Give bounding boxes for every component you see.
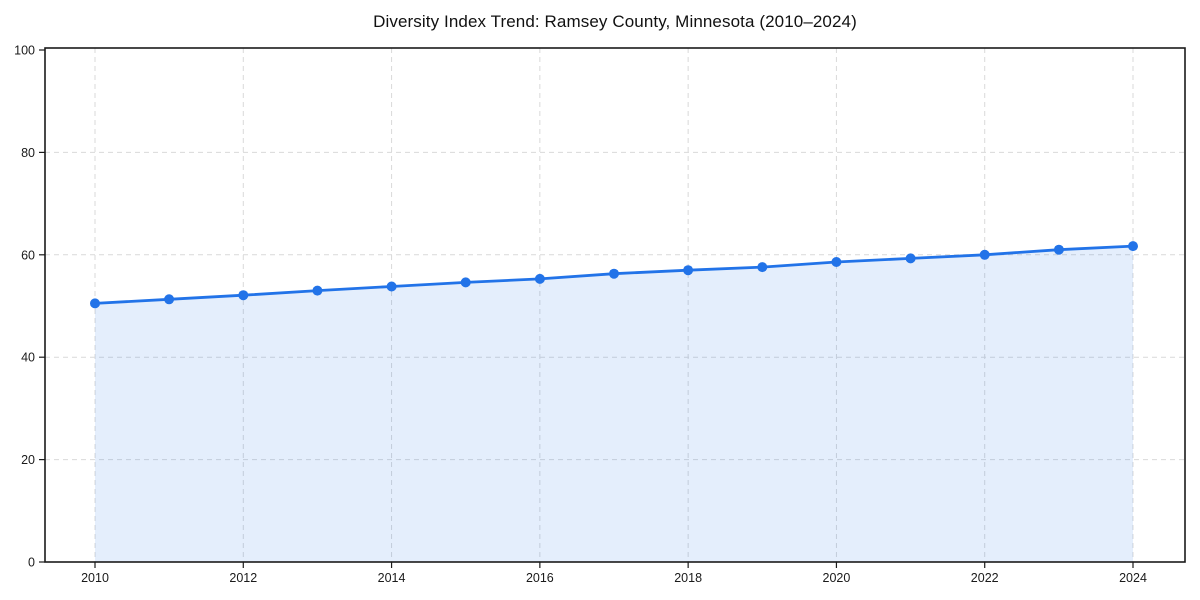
data-point-2021 bbox=[905, 253, 916, 264]
y-tick-label: 40 bbox=[21, 351, 35, 365]
data-point-2014 bbox=[386, 281, 397, 292]
chart-title: Diversity Index Trend: Ramsey County, Mi… bbox=[373, 12, 857, 31]
plot-border bbox=[44, 47, 1186, 563]
y-tick-label: 100 bbox=[14, 44, 35, 58]
data-point-2023 bbox=[1053, 244, 1064, 255]
y-tick-label: 60 bbox=[21, 248, 35, 262]
y-tick-label: 20 bbox=[21, 453, 35, 467]
x-tick-labels: 2010 2012 2014 2016 2018 2020 2022 2024 bbox=[81, 571, 1147, 585]
data-point-2012 bbox=[238, 290, 249, 301]
y-tick-label: 0 bbox=[28, 556, 35, 570]
data-point-2022 bbox=[979, 249, 990, 260]
data-points bbox=[90, 241, 1138, 309]
data-point-2018 bbox=[683, 265, 694, 276]
data-point-2020 bbox=[831, 257, 842, 267]
data-point-2013 bbox=[312, 285, 323, 296]
x-tick-label: 2016 bbox=[526, 571, 554, 585]
tick-marks bbox=[39, 49, 1134, 568]
data-point-2010 bbox=[90, 298, 100, 309]
data-point-2016 bbox=[534, 273, 545, 284]
y-tick-label: 80 bbox=[21, 146, 35, 160]
x-tick-label: 2012 bbox=[229, 571, 257, 585]
data-point-2017 bbox=[609, 268, 619, 279]
series-area-fill bbox=[95, 246, 1133, 562]
x-tick-label: 2022 bbox=[971, 571, 999, 585]
data-point-2024 bbox=[1128, 241, 1138, 252]
x-tick-label: 2018 bbox=[674, 571, 702, 585]
data-point-2015 bbox=[460, 277, 471, 288]
y-tick-labels: 0 20 40 60 80 100 bbox=[14, 44, 35, 570]
x-tick-label: 2010 bbox=[81, 571, 109, 585]
data-point-2019 bbox=[757, 262, 768, 273]
data-point-2011 bbox=[164, 294, 175, 305]
x-tick-label: 2014 bbox=[378, 571, 406, 585]
x-tick-label: 2020 bbox=[823, 571, 851, 585]
x-tick-label: 2024 bbox=[1119, 571, 1147, 585]
